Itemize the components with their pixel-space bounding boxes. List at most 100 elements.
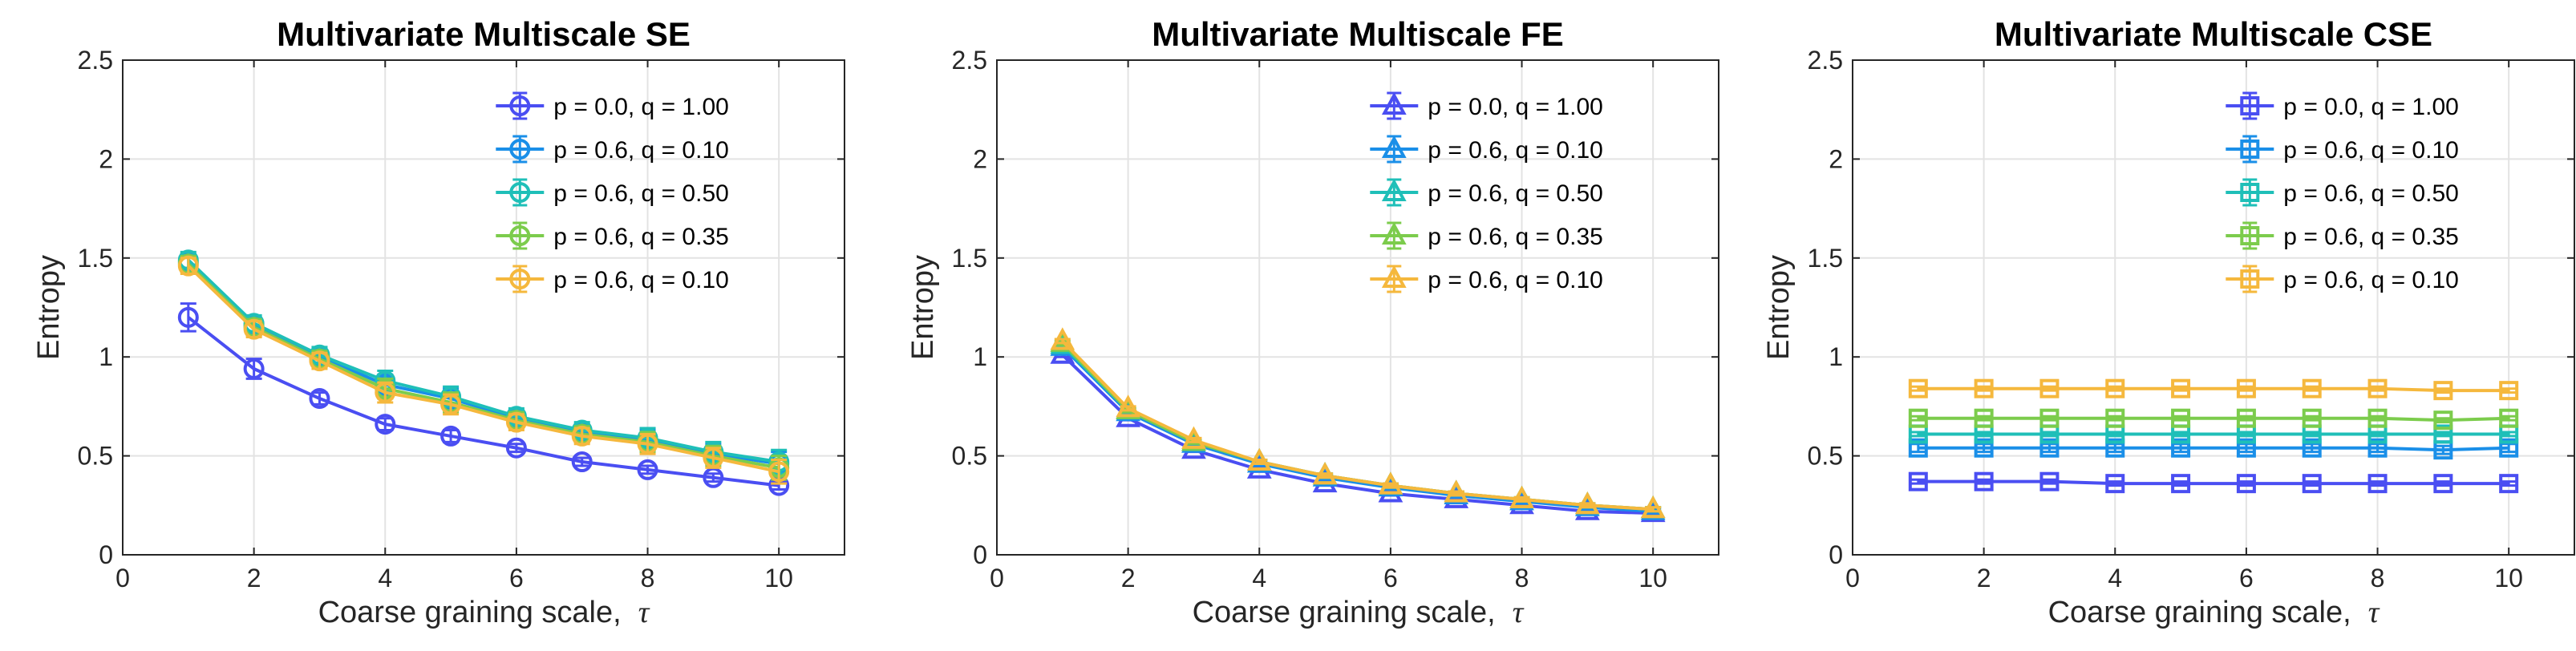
x-tick-label: 2 — [247, 564, 261, 592]
y-tick-label: 2.5 — [78, 46, 113, 75]
chart-panel-2: 0 2 4 6 8 10 0 0.5 1 1.5 2 2.5 Multivariate Multisca… — [906, 15, 1719, 629]
data-point — [1378, 471, 1403, 495]
legend-marker — [509, 95, 531, 116]
data-point — [1974, 438, 1994, 458]
x-axis-label: Coarse graining scale, τ — [1193, 596, 1525, 629]
data-point — [1444, 479, 1469, 503]
legend-marker — [2240, 140, 2260, 159]
y-tick-label: 1.5 — [1808, 244, 1843, 273]
data-point — [177, 306, 199, 328]
legend-marker — [1381, 178, 1407, 201]
data-point — [571, 451, 593, 473]
data-point — [2433, 381, 2453, 401]
data-point — [1246, 447, 1272, 471]
series-line — [1061, 340, 1654, 512]
series-line — [187, 316, 780, 487]
chart-panel-3: 0 2 4 6 8 10 0 0.5 1 1.5 2 2.5 Multivariate Multisca… — [1762, 15, 2575, 629]
data-point — [2105, 438, 2125, 458]
data-point — [2367, 378, 2388, 398]
y-tick-label: 2.5 — [952, 46, 987, 75]
legend-marker — [509, 139, 531, 160]
series-line — [1061, 346, 1654, 513]
series-line — [1918, 479, 2509, 486]
data-point — [1908, 438, 1928, 458]
data-point — [1640, 495, 1666, 519]
data-point — [1908, 378, 1928, 398]
legend-item: p = 0.0, q = 1.00 — [2226, 91, 2459, 120]
legend-label: p = 0.6, q = 0.10 — [1428, 137, 1603, 164]
legend-label: p = 0.6, q = 0.35 — [2283, 224, 2459, 250]
legend-marker — [2240, 96, 2260, 115]
series-line — [1918, 386, 2509, 393]
data-point — [1509, 485, 1534, 508]
x-tick-label: 10 — [764, 564, 793, 592]
data-point — [2433, 410, 2453, 431]
data-point — [375, 382, 396, 403]
legend-item: p = 0.6, q = 0.35 — [1370, 221, 1603, 250]
legend-item: p = 0.6, q = 0.35 — [496, 221, 729, 250]
data-point — [1908, 471, 1928, 491]
chart-panel-1: 0 2 4 6 8 10 0 0.5 1 1.5 2 2.5 Multivariate Multisca… — [32, 15, 845, 629]
data-point — [1574, 491, 1600, 515]
chart-title: Multivariate Multiscale SE — [277, 15, 691, 53]
y-axis-label: Entropy — [1762, 255, 1796, 360]
legend-item: p = 0.6, q = 0.10 — [496, 135, 729, 164]
y-tick-label: 1 — [99, 342, 113, 371]
series-5 — [1908, 378, 2519, 401]
data-point — [505, 437, 527, 459]
data-point — [2105, 408, 2125, 428]
x-tick-label: 10 — [2494, 564, 2523, 592]
x-tick-label: 8 — [1515, 564, 1529, 592]
data-point — [2171, 378, 2191, 398]
legend-marker — [2240, 269, 2260, 289]
y-tick-label: 2 — [99, 144, 113, 173]
x-axis-label: Coarse graining scale, τ — [318, 596, 650, 629]
data-point — [2499, 381, 2519, 401]
legend-label: p = 0.6, q = 0.50 — [553, 180, 729, 207]
data-point — [1181, 426, 1206, 449]
data-point — [2367, 474, 2388, 494]
legend-marker — [1381, 91, 1407, 115]
axes-box — [1852, 59, 2575, 556]
series-line — [1918, 446, 2509, 452]
legend-label: p = 0.6, q = 0.50 — [2283, 180, 2459, 207]
x-tick-label: 10 — [1638, 564, 1667, 592]
data-point — [1050, 327, 1075, 350]
x-axis-label-symbol: τ — [1513, 596, 1525, 629]
data-point — [2499, 438, 2519, 458]
data-point — [1116, 394, 1141, 418]
legend-item: p = 0.6, q = 0.35 — [2226, 221, 2459, 250]
series-5 — [1050, 327, 1666, 519]
data-point — [243, 318, 265, 340]
legend-label: p = 0.6, q = 0.10 — [2283, 267, 2459, 293]
y-tick-label: 0 — [99, 540, 113, 569]
y-tick-label: 1.5 — [78, 244, 113, 273]
legend-marker — [1381, 265, 1407, 288]
x-tick-label: 6 — [2239, 564, 2254, 592]
data-point — [2499, 408, 2519, 428]
data-point — [2039, 438, 2060, 458]
legend-label: p = 0.6, q = 0.35 — [1428, 224, 1603, 250]
data-point — [2499, 474, 2519, 494]
data-point — [703, 447, 724, 469]
data-point — [2367, 408, 2388, 428]
y-tick-label: 0.5 — [1808, 442, 1843, 471]
x-tick-label: 2 — [1977, 564, 1991, 592]
series-line — [187, 262, 780, 470]
legend-item: p = 0.6, q = 0.50 — [496, 178, 729, 207]
y-tick-label: 0 — [1829, 540, 1843, 569]
y-tick-label: 0.5 — [78, 442, 113, 471]
x-tick-label: 6 — [1383, 564, 1398, 592]
series-5 — [177, 255, 790, 485]
data-point — [637, 459, 658, 480]
data-point — [375, 414, 396, 435]
series-line — [187, 265, 780, 474]
plot-area — [997, 60, 1719, 555]
data-point — [1312, 462, 1338, 485]
legend-item: p = 0.6, q = 0.10 — [1370, 135, 1603, 164]
legend-item: p = 0.6, q = 0.10 — [2226, 135, 2459, 164]
chart-title: Multivariate Multiscale FE — [1152, 15, 1563, 53]
legend-label: p = 0.0, q = 1.00 — [1428, 94, 1603, 120]
legend-marker — [1381, 221, 1407, 245]
data-point — [2433, 474, 2453, 494]
